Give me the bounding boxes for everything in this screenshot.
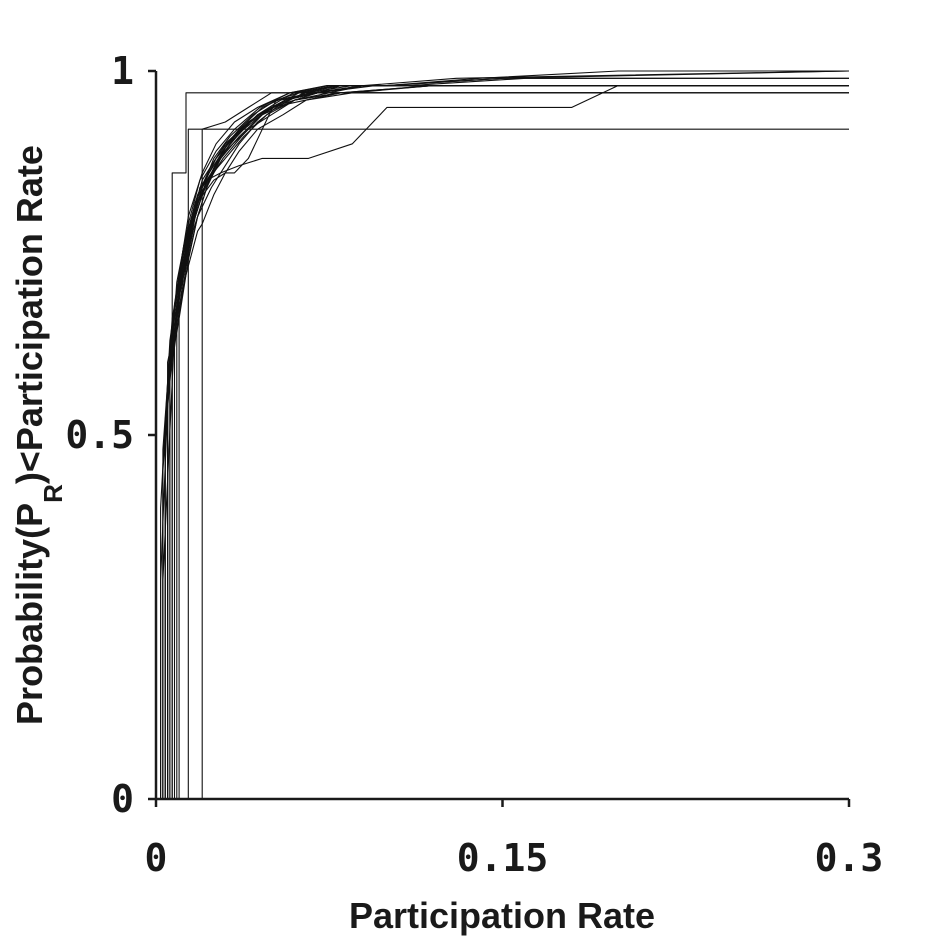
- series-line-20: [171, 92, 618, 799]
- y-tick-label: 0.5: [65, 413, 134, 457]
- series-line-22: [201, 92, 849, 799]
- series-line-4: [167, 70, 850, 799]
- series-line-10: [178, 85, 849, 799]
- series-line-15: [162, 85, 849, 799]
- series-line-11: [167, 85, 849, 799]
- y-axis-title-subscript: R: [38, 484, 68, 503]
- y-tick-label: 1: [111, 49, 134, 93]
- x-tick-label: 0: [145, 836, 168, 880]
- series-line-21: [187, 128, 849, 799]
- x-ticks: 0 0.15 0.3: [145, 799, 884, 880]
- series-line-14: [169, 85, 849, 799]
- series-line-16: [176, 85, 849, 799]
- y-ticks: 00.51: [65, 49, 156, 821]
- series-line-9: [162, 77, 849, 799]
- series-line-13: [164, 85, 849, 799]
- y-axis-title-main: Probability(P: [9, 503, 50, 725]
- series-line-19: [167, 92, 849, 799]
- series-line-3: [162, 85, 849, 799]
- series-line-17: [162, 92, 849, 799]
- series-line-6: [160, 85, 849, 799]
- series-line-2: [164, 77, 849, 799]
- x-tick-label: 0.15: [457, 836, 549, 880]
- series-line-1: [160, 70, 849, 799]
- y-tick-label: 0: [111, 777, 134, 821]
- y-axis-title-rest: )<Participation Rate: [9, 145, 50, 484]
- series-line-18: [167, 85, 849, 799]
- x-tick-label: 0.3: [815, 836, 884, 880]
- series-layer: [160, 70, 850, 799]
- series-line-12: [171, 85, 849, 799]
- series-line-5: [169, 70, 850, 799]
- series-line-8: [164, 85, 849, 799]
- series-line-7: [173, 85, 849, 799]
- y-axis-title: Probability(PR)<Participation Rate: [9, 145, 68, 725]
- x-axis-title: Participation Rate: [349, 895, 655, 936]
